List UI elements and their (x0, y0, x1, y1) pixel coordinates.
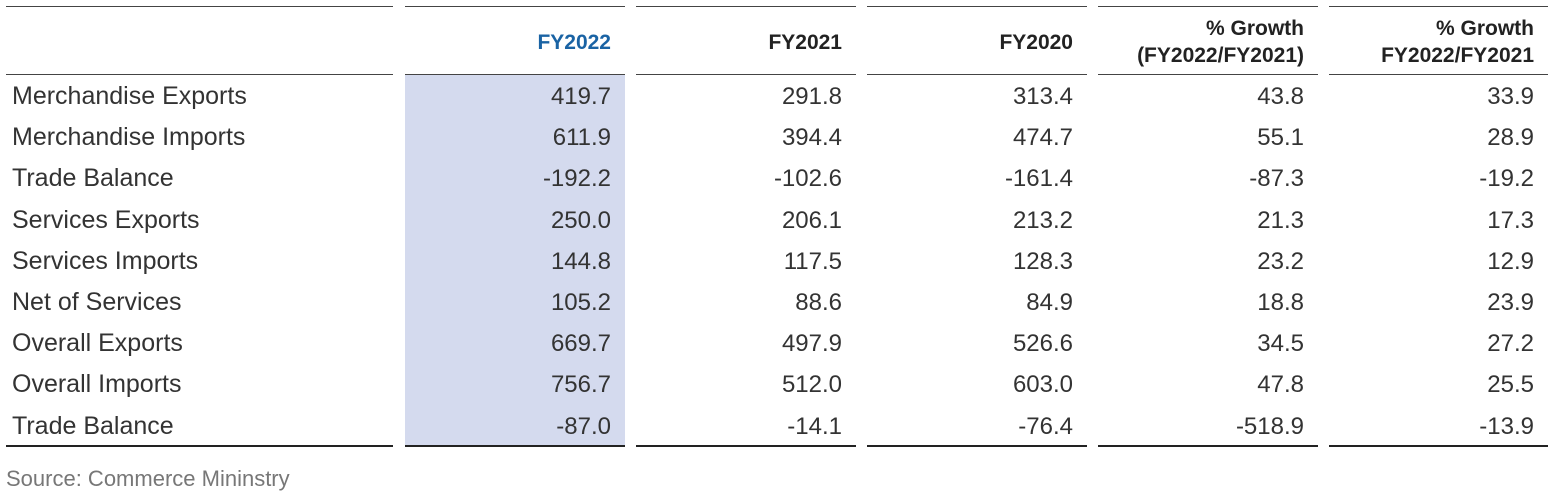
top-rule (1329, 6, 1548, 7)
header-fy2021: FY2021 (768, 30, 842, 54)
row-label: Overall Exports (12, 329, 183, 358)
row-value: 17.3 (1487, 206, 1534, 234)
row-value: -19.2 (1479, 165, 1534, 193)
row-value: -102.6 (773, 165, 842, 193)
row-label: Services Exports (12, 205, 200, 234)
row-value: 25.5 (1487, 371, 1534, 399)
row-value: 84.9 (1026, 289, 1073, 316)
row-value: 512.0 (781, 371, 842, 399)
row-value: 250.0 (550, 206, 611, 234)
row-value: -13.9 (1479, 412, 1534, 440)
row-label: Services Imports (12, 246, 199, 275)
row-value: 28.9 (1487, 124, 1534, 152)
row-value: 34.5 (1257, 330, 1304, 358)
row-value: 497.9 (781, 330, 842, 358)
header-rule (867, 74, 1087, 75)
row-value: 47.8 (1257, 371, 1304, 399)
row-label: Trade Balance (12, 411, 174, 440)
row-value: 12.9 (1487, 247, 1534, 275)
row-value: 27.2 (1487, 330, 1534, 358)
header-rule (6, 74, 393, 75)
header-fy2020: FY2020 (999, 30, 1073, 54)
top-rule (867, 6, 1087, 7)
table-row: Trade Balance -87.0 -14.1 -76.4 -518.9 -13.9 (0, 406, 1554, 447)
row-value: -161.4 (1004, 165, 1073, 193)
row-value: 117.5 (783, 247, 842, 275)
row-value: 18.8 (1257, 289, 1304, 316)
top-rule (405, 6, 625, 7)
table-row: Services Imports 144.8 117.5 128.3 23.2 12.9 (0, 241, 1554, 282)
row-label: Overall Imports (12, 370, 182, 399)
row-value: 394.4 (781, 124, 842, 152)
row-value: 611.9 (552, 124, 611, 152)
row-value: 213.2 (1012, 206, 1073, 234)
row-value: 43.8 (1257, 83, 1304, 110)
row-value: 313.4 (1012, 83, 1073, 110)
bottom-rule (1329, 445, 1548, 447)
row-value: 128.3 (1012, 247, 1073, 275)
row-value: 756.7 (550, 371, 611, 399)
fy2022-highlight (405, 75, 625, 445)
row-value: 603.0 (1012, 371, 1073, 399)
bottom-rule (405, 445, 625, 447)
row-value: -14.1 (787, 412, 842, 440)
top-rule (636, 6, 856, 7)
top-rule (1098, 6, 1318, 7)
header-rule (1329, 74, 1548, 75)
row-value: 33.9 (1487, 83, 1534, 110)
top-rule (6, 6, 393, 7)
table-row: Merchandise Exports 419.7 291.8 313.4 43.8 33… (0, 76, 1554, 117)
header-rule (636, 74, 856, 75)
row-value: -192.2 (542, 165, 611, 193)
row-value: 21.3 (1257, 206, 1304, 234)
row-value: 23.9 (1487, 289, 1534, 316)
row-value: -76.4 (1018, 412, 1073, 440)
header-fy2022: FY2022 (537, 30, 611, 54)
header-growth-2: % Growth FY2022/FY2021 (1381, 17, 1534, 67)
row-label: Net of Services (12, 288, 182, 316)
row-value: 474.7 (1012, 124, 1073, 152)
row-value: 419.7 (550, 83, 611, 110)
table-row: Overall Imports 756.7 512.0 603.0 47.8 25.5 (0, 364, 1554, 405)
row-value: 144.8 (550, 247, 611, 275)
row-label: Merchandise Exports (12, 82, 247, 110)
row-value: 669.7 (550, 330, 611, 358)
row-value: 105.2 (550, 289, 611, 316)
table-row: Merchandise Imports 611.9 394.4 474.7 55.1 28… (0, 117, 1554, 158)
table-row: Services Exports 250.0 206.1 213.2 21.3 17.3 (0, 200, 1554, 241)
row-label: Merchandise Imports (12, 123, 246, 152)
header-growth-1: % Growth (FY2022/FY2021) (1137, 17, 1304, 67)
row-value: 206.1 (781, 206, 842, 234)
row-value: 55.1 (1257, 124, 1304, 152)
header-rule (405, 74, 625, 75)
table-row: Overall Exports 669.7 497.9 526.6 34.5 27.2 (0, 323, 1554, 364)
row-value: -87.0 (556, 412, 611, 440)
bottom-rule (6, 445, 393, 447)
row-value: 88.6 (795, 289, 842, 316)
table-row: Net of Services 105.2 88.6 84.9 18.8 23.9 (0, 282, 1554, 323)
row-value: 291.8 (781, 83, 842, 110)
header-rule (1098, 74, 1318, 75)
table-row: Trade Balance -192.2 -102.6 -161.4 -87.3 -19.… (0, 158, 1554, 199)
row-value: 23.2 (1257, 247, 1304, 275)
bottom-rule (867, 445, 1087, 447)
bottom-rule (636, 445, 856, 447)
row-value: -87.3 (1249, 165, 1304, 193)
bottom-rule (1098, 445, 1318, 447)
row-value: 526.6 (1012, 330, 1073, 358)
row-value: -518.9 (1235, 412, 1304, 440)
source-note: Source: Commerce Mininstry (6, 466, 290, 491)
row-label: Trade Balance (12, 164, 174, 193)
